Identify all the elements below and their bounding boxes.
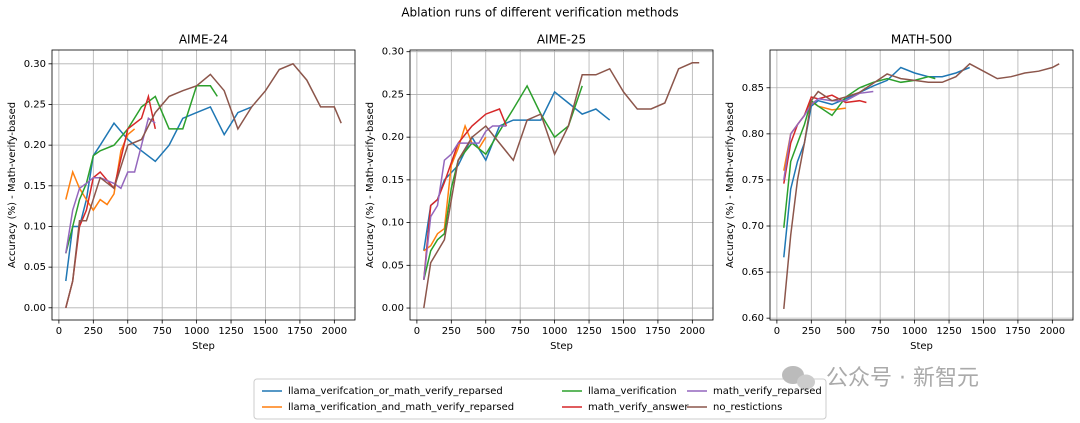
series-line [65, 62, 342, 308]
series-line [783, 90, 874, 181]
x-tick-label: 2000 [1040, 326, 1065, 337]
legend-label: math_verify_answer [588, 402, 689, 413]
y-tick-label: 0.15 [382, 175, 404, 186]
y-tick-label: 0.30 [24, 59, 46, 70]
x-tick-label: 1000 [902, 326, 927, 337]
y-tick-label: 0.60 [742, 313, 764, 324]
series-line [783, 75, 936, 228]
plot-frame [769, 49, 1074, 321]
y-tick-label: 0.65 [742, 267, 764, 278]
x-tick-label: 1500 [611, 326, 636, 337]
plot-frame [51, 49, 356, 321]
x-tick-label: 1000 [542, 326, 567, 337]
x-tick-label: 250 [84, 326, 103, 337]
y-tick-label: 0.70 [742, 221, 764, 232]
y-axis-label: Accuracy (%) - Math-verify-based [725, 102, 736, 268]
x-tick-label: 250 [442, 326, 461, 337]
series-line [423, 62, 700, 309]
x-tick-label: 1250 [576, 326, 601, 337]
chart-title: MATH-500 [891, 33, 952, 47]
series-line [65, 117, 156, 254]
y-tick-label: 0.00 [24, 303, 46, 314]
legend-label: llama_verifcation_or_math_verify_reparse… [288, 386, 503, 397]
legend-label: llama_verification_and_math_verify_repar… [288, 402, 514, 413]
y-tick-label: 0.05 [382, 260, 404, 271]
x-tick-label: 1250 [218, 326, 243, 337]
y-tick-label: 0.25 [382, 89, 404, 100]
x-tick-label: 2000 [680, 326, 705, 337]
x-axis-label: Step [192, 341, 215, 352]
y-tick-label: 0.05 [24, 262, 46, 273]
legend-box [253, 378, 827, 420]
x-tick-label: 0 [56, 326, 62, 337]
series-line [783, 62, 1060, 309]
x-tick-label: 500 [118, 326, 137, 337]
y-axis-label: Accuracy (%) - Math-verify-based [7, 102, 18, 268]
chart-title: AIME-24 [179, 33, 228, 47]
chart-title: AIME-25 [537, 33, 586, 47]
y-tick-label: 0.25 [24, 99, 46, 110]
legend-label: llama_verification [588, 386, 677, 397]
x-tick-label: 250 [802, 326, 821, 337]
y-tick-label: 0.00 [382, 303, 404, 314]
x-tick-label: 750 [511, 326, 530, 337]
figure-title: Ablation runs of different verification … [401, 6, 678, 20]
x-axis-label: Step [550, 341, 573, 352]
y-tick-label: 0.10 [24, 221, 46, 232]
x-tick-label: 2000 [322, 326, 347, 337]
y-tick-label: 0.20 [382, 132, 404, 143]
x-tick-label: 750 [153, 326, 172, 337]
y-tick-label: 0.75 [742, 175, 764, 186]
y-tick-label: 0.80 [742, 129, 764, 140]
x-tick-label: 1500 [253, 326, 278, 337]
y-tick-label: 0.10 [382, 218, 404, 229]
y-axis-label: Accuracy (%) - Math-verify-based [365, 102, 376, 268]
x-tick-label: 1250 [936, 326, 961, 337]
series-line [65, 105, 252, 282]
x-tick-label: 1500 [971, 326, 996, 337]
series-line [783, 94, 867, 184]
watermark: 公众号 · 新智元 [826, 366, 979, 391]
x-axis-label: Step [910, 341, 933, 352]
plot-frame [409, 49, 714, 321]
y-tick-label: 0.85 [742, 83, 764, 94]
x-tick-label: 500 [476, 326, 495, 337]
x-tick-label: 1750 [287, 326, 312, 337]
series-line [65, 85, 218, 254]
series-line [423, 125, 507, 280]
x-tick-label: 0 [774, 326, 780, 337]
x-tick-label: 750 [871, 326, 890, 337]
legend-label: math_verify_reparsed [713, 386, 822, 397]
x-tick-label: 1000 [184, 326, 209, 337]
x-tick-label: 1750 [645, 326, 670, 337]
x-tick-label: 1750 [1005, 326, 1030, 337]
series-line [423, 84, 583, 280]
y-tick-label: 0.15 [24, 181, 46, 192]
x-tick-label: 500 [836, 326, 855, 337]
y-tick-label: 0.20 [24, 140, 46, 151]
x-tick-label: 0 [414, 326, 420, 337]
y-tick-label: 0.30 [382, 47, 404, 58]
legend-label: no_restictions [713, 402, 782, 413]
watermark-icon [782, 366, 815, 390]
